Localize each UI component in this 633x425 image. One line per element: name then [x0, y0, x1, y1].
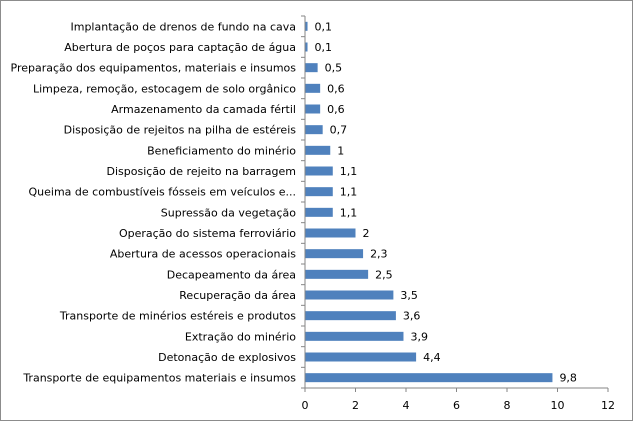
- bar: [305, 187, 333, 197]
- data-label: 2,5: [375, 268, 393, 281]
- bars: [305, 21, 553, 383]
- x-tick-label: 2: [352, 399, 359, 412]
- data-label: 1: [337, 144, 344, 157]
- bar: [305, 228, 356, 238]
- category-label: Implantação de drenos de fundo na cava: [70, 20, 296, 33]
- data-label: 0,1: [315, 20, 333, 33]
- bar: [305, 21, 308, 31]
- axes: 0 2 4 6 8 10 12: [301, 15, 615, 412]
- bar: [305, 125, 323, 135]
- bar: [305, 331, 404, 341]
- bar: [305, 249, 364, 259]
- bar: [305, 352, 417, 362]
- category-label: Supressão da vegetação: [161, 206, 297, 219]
- data-label: 0,1: [315, 41, 333, 54]
- data-label: 1,1: [340, 206, 358, 219]
- data-label: 3,5: [400, 289, 418, 302]
- category-label: Limpeza, remoção, estocagem de solo orgâ…: [33, 82, 296, 95]
- x-tick-label: 8: [504, 399, 511, 412]
- x-tick-label: 10: [551, 399, 565, 412]
- bar: [305, 290, 394, 300]
- category-label: Beneficiamento do minério: [147, 144, 296, 157]
- category-label: Disposição de rejeito na barragem: [107, 165, 296, 178]
- data-label: 3,6: [403, 310, 421, 323]
- category-label: Abertura de acessos operacionais: [110, 248, 296, 261]
- bar: [305, 42, 308, 52]
- category-label: Abertura de poços para captação de água: [64, 41, 296, 54]
- x-tick-label: 4: [403, 399, 410, 412]
- bar: [305, 83, 321, 93]
- category-label: Decapeamento da área: [167, 268, 296, 281]
- bar: [305, 311, 396, 321]
- bar: [305, 145, 331, 155]
- data-label: 0,6: [327, 82, 345, 95]
- data-labels: 0,1 0,1 0,5 0,6 0,6 0,7 1 1,1 1,1 1,1 22,3 2,5 3,5 3,…: [315, 20, 577, 384]
- data-label: 4,4: [423, 351, 441, 364]
- bar: [305, 104, 321, 114]
- x-tick-label: 6: [453, 399, 460, 412]
- bar: [305, 373, 553, 383]
- category-labels: Implantação de drenos de fundo na cava Ab…: [11, 20, 297, 384]
- bar: [305, 269, 369, 279]
- category-label: Armazenamento da camada fértil: [111, 103, 296, 116]
- category-label: Detonação de explosivos: [158, 351, 296, 364]
- x-tick-label: 12: [601, 399, 615, 412]
- bar: [305, 166, 333, 176]
- data-label: 3,9: [410, 330, 428, 343]
- data-label: 1,1: [340, 165, 358, 178]
- data-label: 0,6: [327, 103, 345, 116]
- data-label: 2,3: [370, 248, 388, 261]
- data-label: 0,7: [330, 124, 348, 137]
- category-label: Recuperação da área: [179, 289, 296, 302]
- x-tick-label: 0: [302, 399, 309, 412]
- category-label: Queima de combustíveis fósseis em veícul…: [29, 186, 296, 199]
- bar: [305, 63, 318, 73]
- category-label: Extração do minério: [185, 330, 296, 343]
- category-label: Operação do sistema ferroviário: [119, 227, 296, 240]
- category-label: Disposição de rejeitos na pilha de estér…: [64, 124, 297, 137]
- data-label: 1,1: [340, 186, 358, 199]
- data-label: 9,8: [559, 372, 577, 385]
- category-label: Transporte de minérios estéreis e produt…: [59, 310, 296, 323]
- data-label: 0,5: [325, 62, 343, 75]
- category-label: Transporte de equipamentos materiais e i…: [22, 372, 296, 385]
- bar: [305, 207, 333, 217]
- data-label: 2: [363, 227, 370, 240]
- category-label: Preparação dos equipamentos, materiais e…: [11, 62, 297, 75]
